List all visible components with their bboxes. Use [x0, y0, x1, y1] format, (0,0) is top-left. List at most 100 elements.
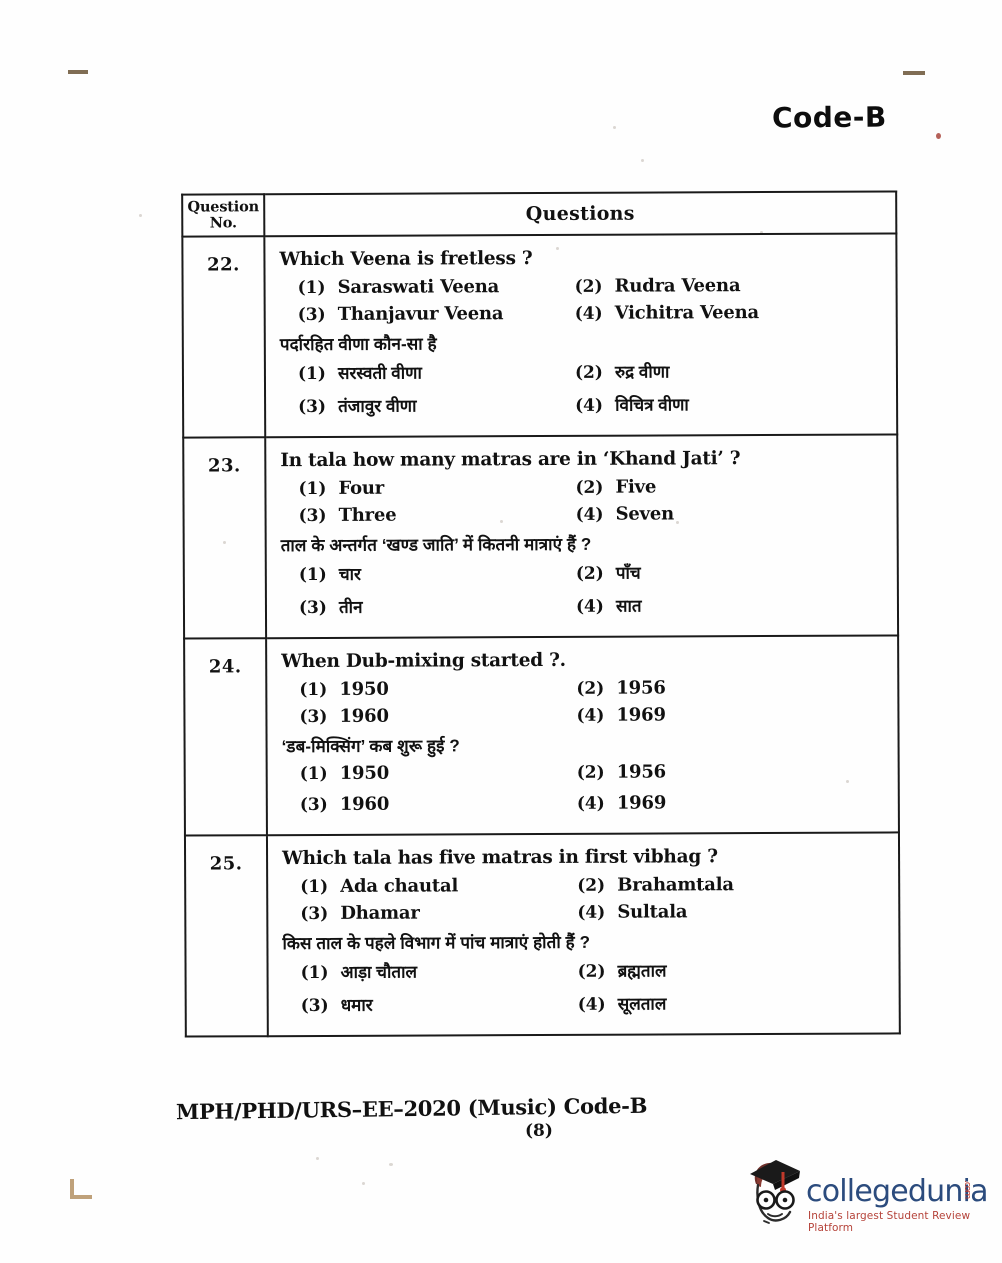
option-marker: (3) — [298, 506, 327, 527]
scan-speck — [760, 231, 763, 234]
option-3[interactable]: (3) Three — [281, 504, 569, 526]
option-hi-1[interactable]: (1) आड़ा चौताल — [283, 959, 571, 984]
option-1[interactable]: (1) 1950 — [281, 678, 569, 700]
option-label: Brahamtala — [617, 874, 734, 897]
scan-speck — [846, 780, 849, 783]
question-number: 23. — [183, 437, 267, 640]
option-3[interactable]: (3) Thanjavur Veena — [280, 303, 568, 326]
scan-speck — [139, 214, 142, 217]
option-hi-4[interactable]: (4) सात — [569, 594, 642, 617]
option-label: Seven — [615, 503, 675, 526]
option-1[interactable]: (1) Saraswati Veena — [280, 276, 568, 299]
option-1[interactable]: (1) Four — [280, 477, 568, 499]
option-hi-3[interactable]: (3) 1960 — [282, 793, 570, 815]
option-marker: (3) — [297, 305, 326, 326]
option-hi-3[interactable]: (3) तंजावुर वीणा — [280, 393, 568, 418]
option-hi-1[interactable]: (1) 1950 — [282, 762, 570, 784]
option-marker: (4) — [575, 505, 604, 526]
option-1[interactable]: (1) Ada chautal — [282, 875, 570, 898]
option-label: ब्रह्मताल — [617, 961, 667, 982]
scan-speck — [223, 541, 226, 544]
option-hi-4[interactable]: (4) विचित्र वीणा — [568, 393, 689, 417]
option-hi-2[interactable]: (2) रुद्र वीणा — [568, 360, 670, 383]
scan-speck — [500, 520, 503, 523]
option-label: सात — [615, 597, 642, 617]
question-body: Which tala has five matras in first vibh… — [266, 832, 900, 1037]
option-row: (1) Four (2) Five — [280, 476, 890, 500]
option-marker: (4) — [576, 794, 605, 815]
option-marker: (3) — [300, 904, 329, 925]
option-4[interactable]: (4) Seven — [569, 504, 675, 525]
option-marker: (3) — [298, 397, 327, 418]
page-title: Code-B — [771, 100, 887, 135]
question-stem-hi: पर्दारहित वीणा कौन-सा है — [279, 334, 437, 355]
scan-speck — [316, 1157, 319, 1160]
graduate-face-icon — [750, 1160, 800, 1224]
ink-speck — [936, 133, 941, 139]
option-2[interactable]: (2) Five — [568, 477, 656, 498]
table-row: 22. Which Veena is fretless ? (1) Sarasw… — [182, 233, 898, 439]
option-marker: (4) — [577, 995, 606, 1016]
option-hi-2[interactable]: (2) ब्रह्मताल — [571, 959, 667, 982]
option-hi-3[interactable]: (3) तीन — [281, 594, 569, 618]
option-row-hi: (1) सरस्वती वीणा (2) रुद्र वीणा — [280, 359, 890, 385]
option-label: 1956 — [616, 677, 666, 700]
option-hi-1[interactable]: (1) चार — [281, 561, 569, 585]
collegedunia-watermark: collegedunia .com India's largest Studen… — [742, 1152, 990, 1244]
option-label: तीन — [338, 598, 363, 618]
option-label: रुद्र वीणा — [614, 362, 670, 383]
option-row-hi: (1) 1950 (2) 1956 — [282, 761, 892, 785]
option-4[interactable]: (4) 1969 — [569, 705, 665, 726]
option-hi-3[interactable]: (3) धमार — [283, 992, 571, 1016]
option-hi-4[interactable]: (4) 1969 — [570, 793, 666, 814]
option-marker: (2) — [577, 962, 606, 983]
option-label: Vichitra Veena — [614, 302, 760, 325]
option-4[interactable]: (4) Vichitra Veena — [568, 303, 759, 325]
option-hi-1[interactable]: (1) सरस्वती वीणा — [280, 360, 568, 385]
option-row-hi: (1) आड़ा चौताल (2) ब्रह्मताल — [283, 958, 893, 984]
option-hi-2[interactable]: (2) पाँच — [569, 561, 641, 584]
question-body: In tala how many matras are in ‘Khand Ja… — [265, 434, 899, 639]
questions-table: Question No. Questions 22. Which Veena i… — [181, 190, 901, 1039]
option-2[interactable]: (2) 1956 — [569, 678, 665, 699]
option-label: 1960 — [339, 706, 389, 728]
option-2[interactable]: (2) Brahamtala — [570, 875, 734, 897]
option-label: Rudra Veena — [614, 275, 741, 298]
option-label: 1950 — [339, 763, 390, 785]
option-3[interactable]: (3) 1960 — [281, 705, 569, 727]
option-row-hi: (3) धमार (4) सूलताल — [283, 991, 893, 1017]
option-row-hi: (1) चार (2) पाँच — [281, 560, 891, 586]
registration-mark-top-left — [68, 70, 88, 74]
scan-speck — [676, 521, 679, 524]
option-marker: (2) — [574, 363, 603, 384]
option-label: सरस्वती वीणा — [337, 363, 422, 384]
option-label: 1969 — [616, 792, 667, 815]
option-marker: (3) — [298, 598, 327, 619]
option-row: (3) Thanjavur Veena (4) Vichitra Veena — [280, 302, 890, 326]
option-marker: (1) — [297, 278, 326, 299]
option-marker: (4) — [575, 597, 604, 618]
option-3[interactable]: (3) Dhamar — [282, 902, 570, 925]
option-label: Dhamar — [340, 903, 420, 925]
question-number: 22. — [182, 236, 266, 439]
option-marker: (4) — [576, 706, 605, 727]
column-header-questions: Questions — [264, 191, 897, 237]
table-row: 23. In tala how many matras are in ‘Khan… — [183, 434, 899, 640]
option-label: Five — [615, 476, 657, 499]
option-marker: (2) — [575, 564, 604, 585]
column-header-question-no: Question No. — [182, 194, 265, 238]
option-hi-4[interactable]: (4) सूलताल — [571, 992, 667, 1015]
option-label: 1969 — [616, 704, 666, 727]
option-marker: (2) — [576, 763, 605, 784]
option-marker: (4) — [575, 396, 604, 417]
option-2[interactable]: (2) Rudra Veena — [568, 276, 741, 298]
option-marker: (1) — [300, 877, 329, 898]
table-header-row: Question No. Questions — [182, 191, 897, 238]
question-body: When Dub-mixing started ?. (1) 1950 (2) … — [266, 635, 899, 836]
option-hi-2[interactable]: (2) 1956 — [570, 762, 666, 783]
option-4[interactable]: (4) Sultala — [570, 902, 687, 924]
option-row: (3) 1960 (4) 1969 — [281, 704, 891, 728]
option-label: Four — [338, 478, 385, 500]
table-row: 25. Which tala has five matras in first … — [184, 832, 900, 1038]
